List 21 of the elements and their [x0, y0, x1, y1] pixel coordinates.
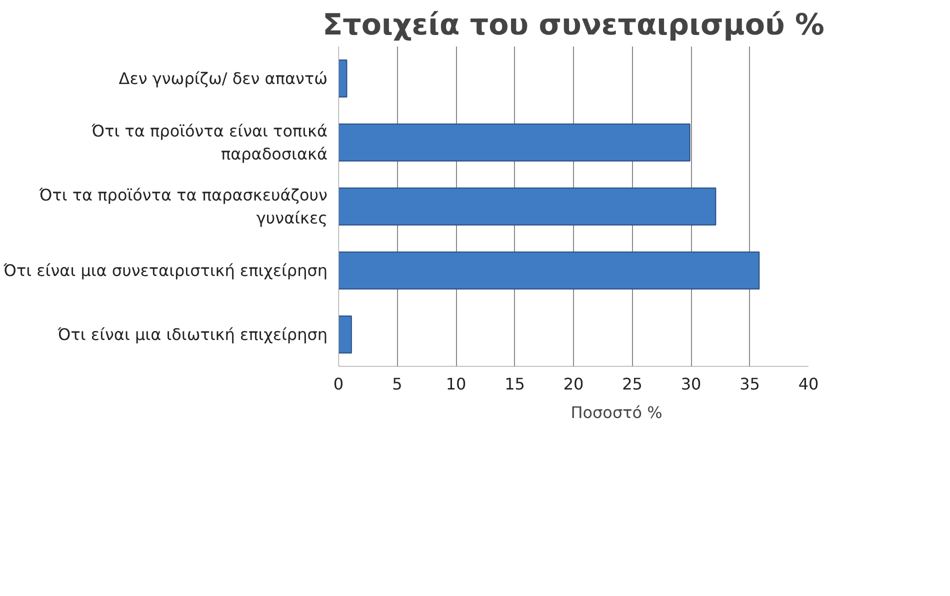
bar [338, 187, 716, 226]
x-tick-label: 10 [446, 374, 466, 394]
chart-title: Στοιχεία του συνεταιρισμού % [322, 8, 824, 42]
x-tick-label: 15 [504, 374, 525, 394]
y-tick-label: Δεν γνωρίζω/ δεν απαντώ [118, 69, 328, 88]
x-tick-label: 35 [740, 374, 760, 394]
bar [338, 251, 760, 290]
x-tick-label: 25 [622, 374, 642, 394]
y-tick-label: Ότι είναι μια συνεταιριστική επιχείρηση [2, 261, 328, 280]
x-tick-label: 0 [333, 374, 344, 394]
x-tick-label: 20 [563, 374, 584, 394]
bar [338, 123, 690, 162]
bar [338, 59, 348, 98]
x-tick-label: 5 [392, 374, 402, 394]
text: Ποσοστό % [570, 402, 662, 422]
bar [338, 315, 352, 354]
x-tick-label: 30 [680, 374, 702, 394]
x-tick-label: 40 [798, 374, 819, 394]
y-tick-label: Ότι τα προϊόντα τα παρασκευάζουν γυναίκες [38, 186, 328, 228]
y-tick-label: Ότι είναι μια ιδιωτική επιχείρηση [56, 325, 328, 344]
y-tick-label: Ότι τα προϊόντα είναι τοπικά παραδοσιακά [90, 122, 328, 164]
